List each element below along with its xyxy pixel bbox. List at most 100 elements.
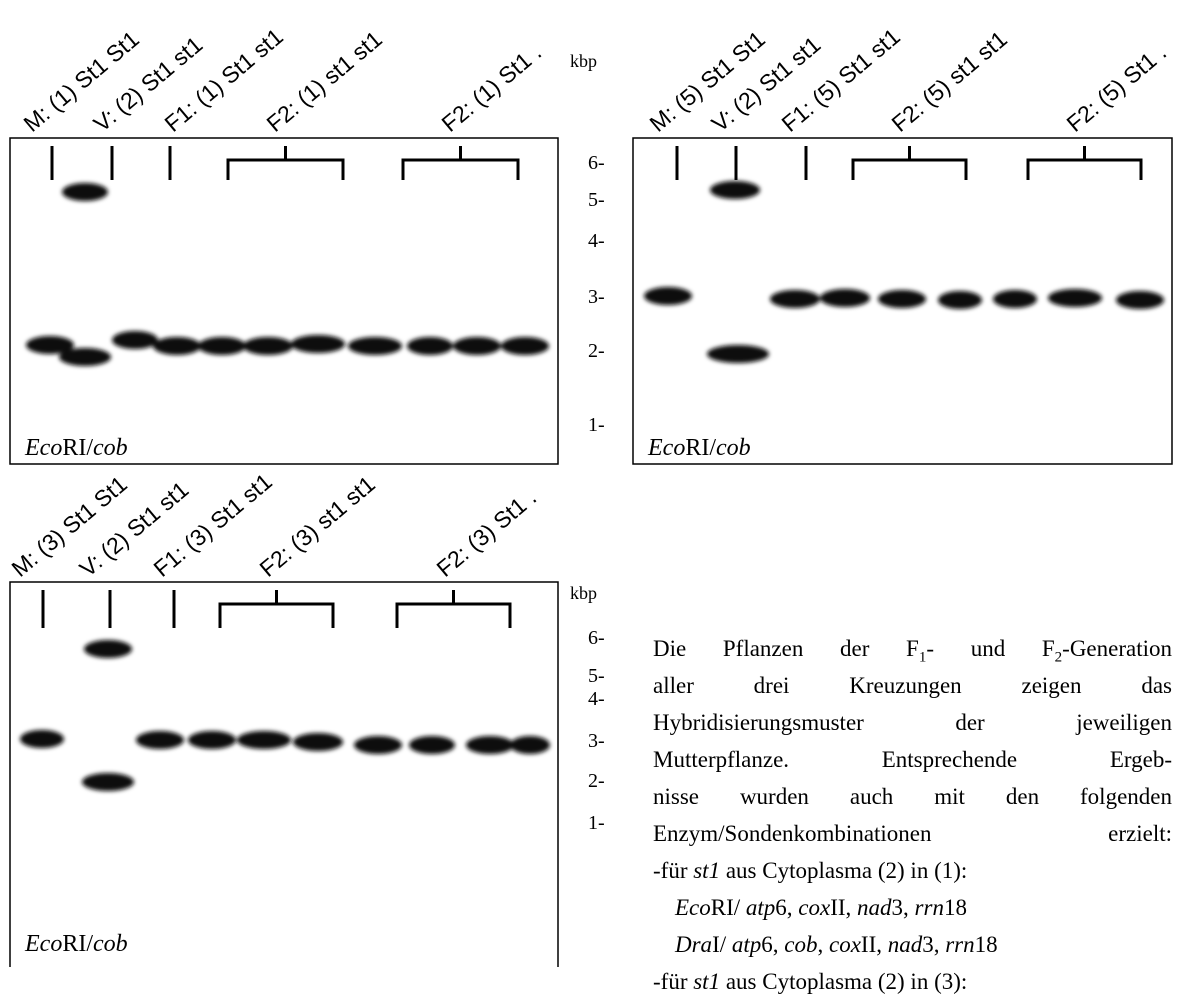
text-segment: - und F	[926, 636, 1054, 661]
text-segment: -für	[653, 969, 693, 994]
list-item: DraI/ atp6, cob, coxII, nad3, rrn18	[653, 926, 1172, 963]
text-segment: nad	[857, 895, 892, 920]
text-segment: Mutterpflanze. Entsprechende Ergeb-	[653, 747, 1172, 772]
gel-band	[198, 337, 246, 355]
gel-band	[293, 733, 343, 751]
size-mark: 2-	[588, 340, 605, 362]
text-segment: Eco	[675, 895, 711, 920]
text-segment: -für	[653, 858, 693, 883]
text-segment: nad	[888, 932, 923, 957]
gel-band	[243, 337, 293, 355]
list-item: EcoRI/ atp6, coxII, nad3, rrn18	[653, 889, 1172, 926]
paragraph-line: Hybridisierungsmuster der jeweiligen	[653, 704, 1172, 741]
paragraph-line: Mutterpflanze. Entsprechende Ergeb-	[653, 741, 1172, 778]
text-segment: -Generation	[1062, 636, 1172, 661]
text-segment: Enzym/Sondenkombinationen erzielt:	[653, 821, 1172, 846]
text-segment: cox	[829, 932, 861, 957]
gel-band	[501, 337, 549, 355]
paragraph-line: Die Pflanzen der F1- und F2-Generation	[653, 630, 1172, 667]
size-mark: 1-	[588, 812, 605, 834]
size-mark: 4-	[588, 688, 605, 710]
text-segment: atp	[746, 895, 775, 920]
size-mark: 6-	[588, 627, 605, 649]
gel-band	[84, 640, 132, 658]
caption-part: RI/	[62, 435, 93, 461]
text-segment: Dra	[675, 932, 712, 957]
gel-band	[153, 337, 201, 355]
text-segment: rrn	[945, 932, 974, 957]
text-segment: nisse wurden auch mit den folgenden	[653, 784, 1172, 809]
size-mark: 2-	[588, 770, 605, 792]
lane-label: F2: (3) St1 .	[432, 484, 542, 582]
text-segment: cob	[784, 932, 817, 957]
gel-band	[938, 291, 982, 309]
text-segment: ,	[817, 932, 829, 957]
text-segment: RI/	[711, 895, 746, 920]
size-mark: 4-	[588, 230, 605, 252]
text-segment: atp	[732, 932, 761, 957]
list-heading: -für st1 aus Cytoplasma (2) in (1):	[653, 852, 1172, 889]
caption: EcoRI/cob	[24, 435, 128, 461]
paragraph-line: Enzym/Sondenkombinationen erzielt:	[653, 815, 1172, 852]
gel-band	[770, 290, 820, 308]
caption-part: cob	[93, 435, 128, 461]
gel-band	[1116, 291, 1164, 309]
size-mark: 3-	[588, 730, 605, 752]
scale-unit: kbp	[570, 583, 597, 603]
gel-band	[878, 290, 926, 308]
gel-band	[1048, 289, 1102, 307]
text-segment: Hybridisierungsmuster der jeweiligen	[653, 710, 1172, 735]
paragraph-line: nisse wurden auch mit den folgenden	[653, 778, 1172, 815]
scale-unit: kbp	[570, 51, 597, 71]
size-mark: 5-	[588, 665, 605, 687]
text-segment: cox	[798, 895, 830, 920]
lane-label: F2: (5) st1 st1	[887, 26, 1012, 137]
size-mark: 6-	[588, 152, 605, 174]
lane-label: F2: (1) St1 .	[437, 39, 547, 137]
lane-label: F1: (5) St1 st1	[777, 23, 905, 137]
gel-band	[291, 335, 345, 353]
caption-part: RI/	[685, 435, 716, 461]
caption-part: cob	[716, 435, 751, 461]
gel-band	[82, 773, 134, 791]
paragraph-line: aller drei Kreuzungen zeigen das	[653, 667, 1172, 704]
gel-band	[237, 731, 291, 749]
caption-part: Eco	[24, 435, 62, 461]
text-segment: aus Cytoplasma (2) in (3):	[720, 969, 967, 994]
gel-band	[407, 337, 453, 355]
caption-part: cob	[93, 931, 128, 957]
caption-part: RI/	[62, 931, 93, 957]
gel-band	[112, 331, 158, 349]
caption: EcoRI/cob	[24, 931, 128, 957]
gel-band	[453, 337, 501, 355]
size-mark: 1-	[588, 414, 605, 436]
lane-label: M: (3) St1 St1	[7, 471, 132, 582]
gel-band	[993, 290, 1037, 308]
text-segment: II,	[861, 932, 888, 957]
text-segment: 18	[975, 932, 998, 957]
caption: EcoRI/cob	[647, 435, 751, 461]
gel-band	[710, 181, 760, 199]
gel-band	[466, 736, 514, 754]
text-segment: II,	[830, 895, 857, 920]
gel-band	[707, 345, 769, 363]
text-segment: st1	[693, 858, 720, 883]
text-segment: I/	[712, 932, 732, 957]
caption-part: Eco	[24, 931, 62, 957]
gel-band	[644, 287, 692, 305]
list-heading: -für st1 aus Cytoplasma (2) in (3):	[653, 963, 1172, 1000]
gel-band	[348, 337, 402, 355]
text-segment: 3,	[892, 895, 915, 920]
text-segment: 18	[944, 895, 967, 920]
gel-panel	[10, 582, 558, 967]
lane-label: F2: (5) St1 .	[1062, 39, 1172, 137]
gel-band	[510, 736, 550, 754]
gel-band	[188, 731, 236, 749]
text-segment: 6,	[775, 895, 798, 920]
lane-label: M: (1) St1 St1	[19, 26, 144, 137]
text-segment: Die Pflanzen der F	[653, 636, 919, 661]
text-segment: aus Cytoplasma (2) in (1):	[720, 858, 967, 883]
gel-band	[59, 348, 111, 366]
